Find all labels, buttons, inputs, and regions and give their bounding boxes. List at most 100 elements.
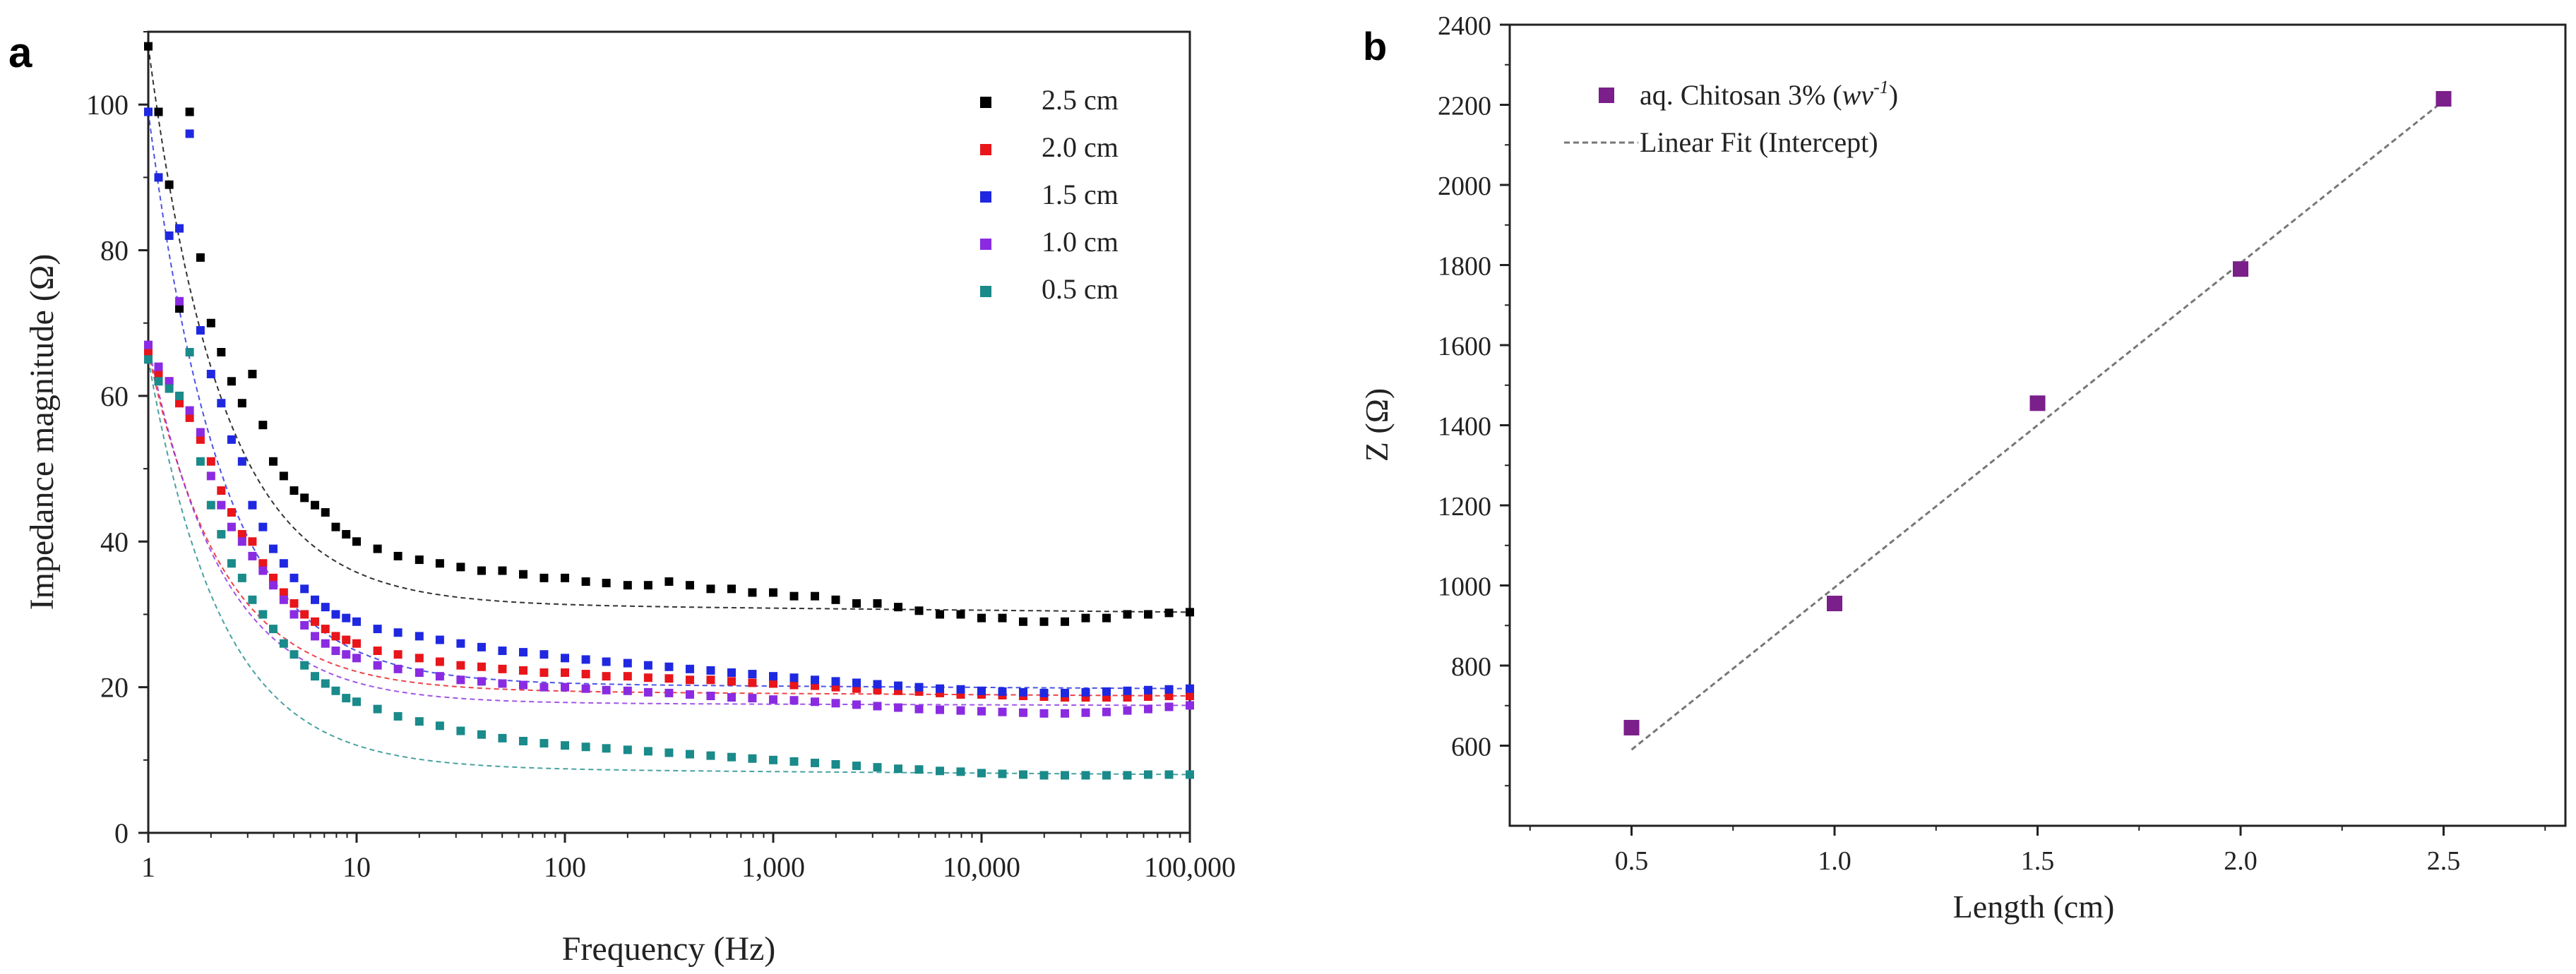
data-point-a bbox=[1081, 708, 1090, 717]
data-point-a bbox=[227, 559, 236, 568]
data-point-a bbox=[331, 647, 340, 656]
x-tick-label-b: 2.0 bbox=[2224, 846, 2258, 876]
series-a-0 bbox=[144, 42, 1194, 626]
data-point-a bbox=[1081, 687, 1090, 697]
data-point-a bbox=[268, 544, 278, 553]
data-point-a bbox=[435, 559, 444, 568]
data-point-a bbox=[811, 675, 820, 685]
data-point-a bbox=[279, 639, 288, 648]
data-point-a bbox=[811, 758, 820, 767]
data-point-a bbox=[914, 704, 924, 714]
data-point-a bbox=[685, 690, 694, 699]
data-point-a bbox=[258, 610, 268, 619]
data-point-a bbox=[769, 679, 777, 688]
data-point-a bbox=[393, 628, 402, 637]
data-point-a bbox=[321, 508, 330, 517]
data-point-a bbox=[623, 672, 632, 681]
data-point-a bbox=[811, 697, 820, 707]
data-point-a bbox=[196, 326, 205, 335]
data-point-a bbox=[227, 435, 236, 444]
x-tick-label-a: 10 bbox=[342, 851, 371, 883]
data-point-a bbox=[279, 559, 288, 568]
series-b-0 bbox=[1623, 90, 2452, 735]
legend-label-a-2: 1.5 cm bbox=[1042, 179, 1119, 210]
legend-fit-label-b: Linear Fit (Intercept) bbox=[1640, 126, 1878, 158]
data-point-a bbox=[685, 750, 694, 759]
data-point-a bbox=[1144, 770, 1153, 779]
data-point-a bbox=[498, 733, 507, 742]
data-point-a bbox=[227, 522, 236, 531]
data-point-a bbox=[321, 603, 330, 612]
data-point-a bbox=[539, 683, 549, 692]
data-point-a bbox=[581, 577, 590, 587]
data-point-a bbox=[154, 377, 163, 386]
y-tick-label-b: 2200 bbox=[1438, 92, 1491, 121]
y-tick-label-a: 80 bbox=[100, 235, 129, 267]
data-point-a bbox=[373, 704, 382, 714]
y-tick-label-b: 1400 bbox=[1438, 412, 1491, 442]
data-point-a bbox=[456, 563, 465, 572]
data-point-a bbox=[498, 647, 507, 656]
data-point-a bbox=[175, 296, 184, 306]
data-point-a bbox=[415, 555, 424, 565]
y-tick-label-b: 2400 bbox=[1438, 11, 1491, 41]
data-point-a bbox=[415, 654, 424, 663]
y-tick-label-b: 2000 bbox=[1438, 172, 1491, 201]
data-point-a bbox=[893, 703, 902, 712]
data-point-a bbox=[727, 677, 737, 686]
data-point-a bbox=[519, 736, 528, 745]
data-point-a bbox=[258, 559, 268, 568]
data-point-a bbox=[581, 655, 590, 664]
fit-line-a-2 bbox=[148, 112, 1190, 690]
data-point-a bbox=[175, 399, 184, 408]
x-tick-label-b: 2.5 bbox=[2427, 846, 2461, 876]
data-point-a bbox=[1061, 709, 1070, 718]
data-point-a bbox=[998, 687, 1007, 696]
data-point-a bbox=[1186, 692, 1194, 701]
data-point-a bbox=[831, 760, 840, 769]
data-point-a bbox=[789, 680, 799, 690]
data-point-a bbox=[539, 650, 549, 659]
data-point-a bbox=[217, 529, 226, 539]
data-point-a bbox=[477, 662, 486, 671]
data-point-a bbox=[914, 765, 924, 774]
y-tick-label-b: 1000 bbox=[1438, 572, 1491, 602]
data-point-a bbox=[248, 369, 257, 378]
x-axis-label-a: Frequency (Hz) bbox=[562, 930, 776, 968]
data-point-a bbox=[1061, 617, 1070, 626]
data-point-a bbox=[1164, 770, 1174, 779]
data-point-a bbox=[498, 664, 507, 673]
data-point-a bbox=[456, 639, 465, 648]
data-point-a bbox=[498, 566, 507, 575]
data-point-a bbox=[519, 666, 528, 675]
data-point-a bbox=[685, 664, 694, 673]
y-tick-label-a: 100 bbox=[86, 89, 129, 121]
data-point-a bbox=[727, 668, 737, 677]
data-point-a bbox=[1061, 771, 1070, 780]
data-point-a bbox=[154, 173, 163, 182]
data-point-a bbox=[914, 683, 924, 692]
data-point-a bbox=[706, 666, 715, 675]
data-point-a bbox=[623, 686, 632, 695]
data-point-a bbox=[769, 588, 777, 597]
data-point-a bbox=[248, 500, 257, 510]
y-tick-label-a: 0 bbox=[114, 817, 129, 849]
data-point-a bbox=[321, 639, 330, 648]
data-point-b bbox=[1827, 596, 1842, 612]
data-point-a bbox=[144, 348, 153, 356]
data-point-a bbox=[852, 762, 861, 771]
series-a-2 bbox=[144, 107, 1194, 697]
y-tick-label-a: 60 bbox=[100, 380, 129, 412]
data-point-a bbox=[154, 107, 163, 116]
data-point-a bbox=[664, 748, 674, 757]
data-point-a bbox=[258, 421, 268, 430]
data-point-a bbox=[144, 42, 153, 51]
data-point-a bbox=[290, 610, 299, 619]
data-point-a bbox=[643, 747, 652, 756]
data-point-a bbox=[279, 595, 288, 604]
data-point-a bbox=[1061, 688, 1070, 697]
data-point-a bbox=[206, 500, 215, 510]
data-point-a bbox=[706, 584, 715, 594]
data-point-a bbox=[237, 573, 246, 582]
legend-label-a-4: 0.5 cm bbox=[1042, 273, 1119, 305]
